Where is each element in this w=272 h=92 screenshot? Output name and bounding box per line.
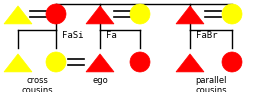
Circle shape xyxy=(130,52,150,72)
Text: FaBr: FaBr xyxy=(196,31,218,40)
Text: FaSi: FaSi xyxy=(62,31,84,40)
Text: parallel
cousins: parallel cousins xyxy=(195,76,227,92)
Circle shape xyxy=(46,4,66,24)
Polygon shape xyxy=(176,54,204,72)
Polygon shape xyxy=(86,6,114,24)
Text: ego: ego xyxy=(92,76,108,85)
Circle shape xyxy=(222,52,242,72)
Polygon shape xyxy=(86,54,114,72)
Polygon shape xyxy=(4,6,32,24)
Circle shape xyxy=(222,4,242,24)
Text: cross
cousins: cross cousins xyxy=(21,76,53,92)
Circle shape xyxy=(46,52,66,72)
Circle shape xyxy=(130,4,150,24)
Polygon shape xyxy=(4,54,32,72)
Polygon shape xyxy=(176,6,204,24)
Text: Fa: Fa xyxy=(106,31,117,40)
